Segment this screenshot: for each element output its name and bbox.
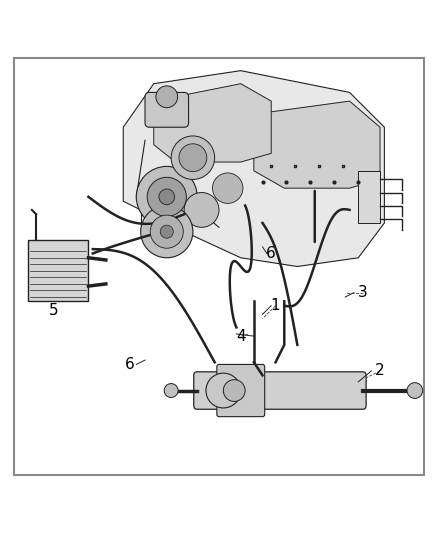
- Circle shape: [164, 384, 178, 398]
- Circle shape: [223, 379, 245, 401]
- Circle shape: [184, 192, 219, 228]
- Circle shape: [156, 86, 178, 108]
- Circle shape: [159, 189, 175, 205]
- Text: 1: 1: [271, 298, 280, 313]
- Circle shape: [171, 136, 215, 180]
- Circle shape: [179, 144, 207, 172]
- Text: 6: 6: [266, 246, 276, 261]
- FancyBboxPatch shape: [28, 240, 88, 301]
- Polygon shape: [254, 101, 380, 188]
- Text: 2: 2: [375, 364, 385, 378]
- Circle shape: [206, 373, 241, 408]
- Circle shape: [136, 166, 197, 228]
- Circle shape: [212, 173, 243, 204]
- FancyBboxPatch shape: [14, 58, 424, 475]
- Text: 6: 6: [125, 357, 134, 372]
- Circle shape: [150, 215, 184, 248]
- Circle shape: [147, 177, 186, 216]
- Circle shape: [407, 383, 423, 398]
- Polygon shape: [123, 71, 385, 266]
- Circle shape: [160, 225, 173, 238]
- Polygon shape: [154, 84, 271, 162]
- FancyBboxPatch shape: [194, 372, 366, 409]
- Text: 3: 3: [358, 285, 367, 300]
- Text: 5: 5: [49, 303, 58, 318]
- FancyBboxPatch shape: [145, 92, 188, 127]
- Circle shape: [141, 206, 193, 258]
- Polygon shape: [358, 171, 380, 223]
- Text: 4: 4: [236, 329, 246, 344]
- FancyBboxPatch shape: [217, 365, 265, 417]
